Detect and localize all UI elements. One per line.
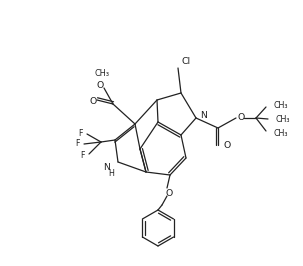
- Text: O: O: [96, 81, 104, 90]
- Text: CH₃: CH₃: [276, 115, 291, 124]
- Text: CH₃: CH₃: [274, 101, 288, 110]
- Text: F: F: [81, 151, 85, 160]
- Text: H: H: [108, 169, 114, 178]
- Text: O: O: [223, 142, 230, 151]
- Text: N: N: [103, 163, 110, 172]
- Text: CH₃: CH₃: [95, 69, 109, 78]
- Text: CH₃: CH₃: [274, 130, 288, 139]
- Text: N: N: [200, 111, 207, 120]
- Text: O: O: [238, 113, 245, 122]
- Text: O: O: [165, 189, 173, 197]
- Text: F: F: [78, 128, 83, 138]
- Text: Cl: Cl: [181, 56, 190, 65]
- Text: O: O: [89, 97, 97, 106]
- Text: F: F: [75, 139, 80, 148]
